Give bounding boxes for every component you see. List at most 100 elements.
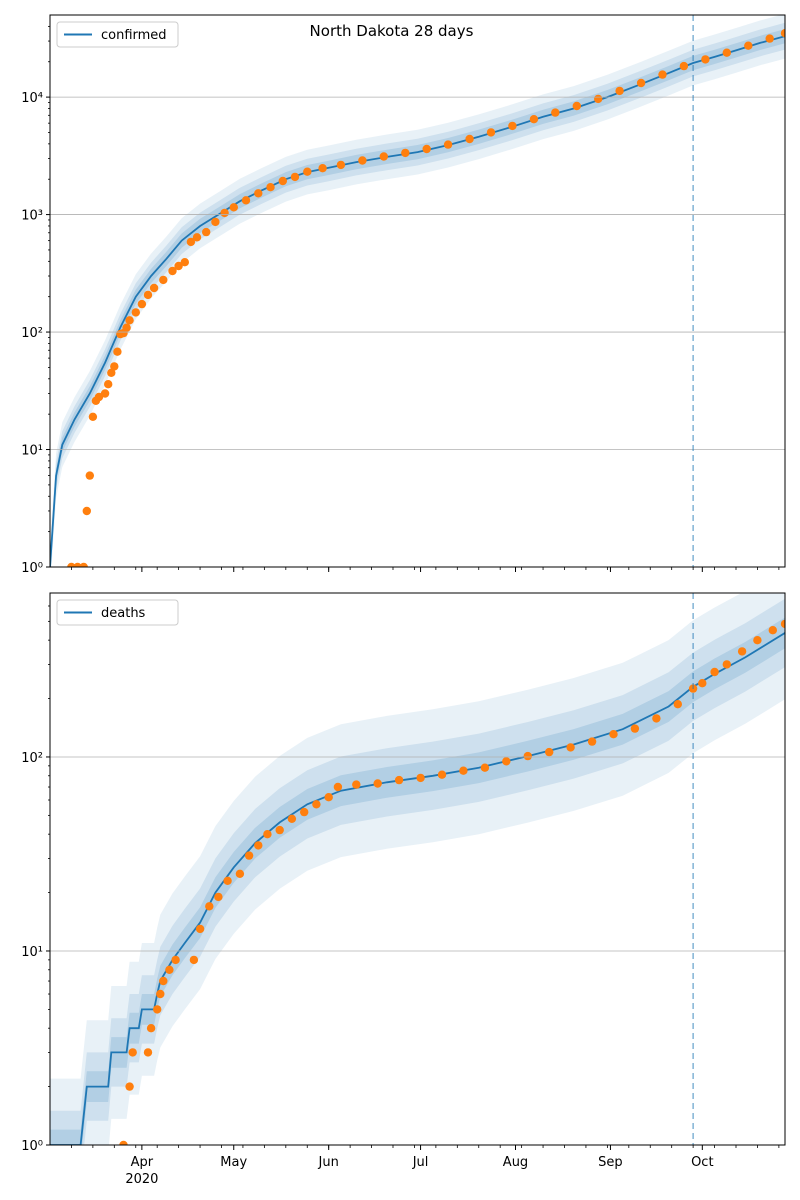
uncertainty-band bbox=[50, 598, 785, 1145]
observed-point bbox=[673, 700, 682, 709]
uncertainty-band bbox=[50, 617, 785, 1145]
observed-point bbox=[373, 779, 382, 788]
observed-point bbox=[211, 217, 220, 227]
observed-point bbox=[416, 773, 425, 783]
y-tick-label: 10⁰ bbox=[21, 561, 43, 576]
observed-point bbox=[300, 807, 309, 817]
observed-point bbox=[186, 237, 196, 247]
observed-point bbox=[303, 167, 312, 176]
legend: confirmed bbox=[56, 21, 179, 48]
observed-point bbox=[125, 316, 134, 325]
observed-point bbox=[658, 70, 667, 79]
observed-point bbox=[82, 506, 92, 516]
observed-point bbox=[594, 94, 603, 104]
confirmed-line bbox=[50, 35, 785, 567]
legend-label: confirmed bbox=[101, 28, 167, 43]
observed-point bbox=[401, 148, 410, 158]
observed-point bbox=[437, 770, 447, 779]
observed-point bbox=[698, 679, 707, 688]
plot-area bbox=[50, 15, 785, 567]
axes-frame bbox=[49, 14, 786, 568]
x-tick-label: Oct bbox=[691, 1155, 713, 1170]
observed-point bbox=[195, 924, 205, 934]
observed-point bbox=[275, 825, 284, 835]
observed-point bbox=[737, 647, 747, 656]
observed-point bbox=[79, 562, 88, 567]
observed-point bbox=[214, 892, 223, 902]
observed-point bbox=[165, 965, 174, 974]
y-tick-label: 10² bbox=[21, 326, 43, 341]
observed-point bbox=[235, 869, 245, 878]
observed-point bbox=[443, 140, 453, 149]
observed-point bbox=[722, 48, 731, 57]
confirmed-panel: 10⁰ 10¹ 10² 10³ 10⁴ North Dakota 28 days confi… bbox=[21, 14, 786, 576]
observed-point bbox=[159, 976, 168, 986]
observed-point bbox=[244, 851, 254, 860]
observed-point bbox=[722, 660, 731, 669]
uncertainty-band bbox=[50, 22, 785, 567]
observed-point bbox=[266, 183, 275, 192]
observed-point bbox=[379, 152, 388, 161]
observed-point bbox=[104, 380, 113, 389]
observed-point bbox=[263, 830, 272, 839]
observed-point bbox=[523, 751, 532, 761]
observed-point bbox=[202, 227, 211, 237]
x-tick-label: Jul bbox=[412, 1155, 429, 1170]
observed-point bbox=[241, 196, 251, 205]
observed-point bbox=[312, 800, 321, 809]
observed-point bbox=[572, 101, 581, 111]
observed-point bbox=[336, 160, 346, 170]
observed-point bbox=[278, 176, 287, 186]
observed-point bbox=[110, 362, 119, 371]
observed-point bbox=[205, 902, 214, 911]
observed-point bbox=[149, 283, 159, 293]
y-tick-label: 10⁴ bbox=[21, 91, 43, 106]
legend-box bbox=[56, 21, 179, 48]
observed-point bbox=[290, 172, 300, 182]
observed-point bbox=[768, 626, 777, 635]
observed-point bbox=[125, 1082, 134, 1091]
observed-point bbox=[153, 1005, 162, 1014]
y-tick-label: 10² bbox=[21, 751, 43, 766]
observed-point bbox=[636, 78, 646, 88]
uncertainty-band bbox=[50, 15, 785, 567]
observed-point bbox=[394, 775, 404, 785]
observed-point bbox=[143, 290, 153, 300]
observed-point bbox=[765, 34, 774, 43]
observed-point bbox=[508, 121, 517, 131]
observed-point bbox=[146, 1023, 156, 1033]
observed-point bbox=[459, 766, 468, 775]
observed-point bbox=[119, 1140, 128, 1145]
y-tick-label: 10³ bbox=[21, 209, 43, 224]
observed-point bbox=[679, 61, 689, 71]
observed-point bbox=[545, 747, 554, 757]
observed-point bbox=[551, 108, 560, 117]
x-tick-label: Jun bbox=[318, 1155, 339, 1170]
observed-point bbox=[358, 156, 367, 165]
observed-point bbox=[615, 86, 624, 96]
observed-point bbox=[94, 392, 104, 402]
observed-point bbox=[422, 144, 431, 154]
observed-point bbox=[566, 743, 575, 752]
observed-point bbox=[107, 368, 116, 377]
observed-point bbox=[502, 757, 511, 766]
observed-point bbox=[168, 266, 177, 276]
observed-point bbox=[529, 115, 539, 124]
observed-point bbox=[171, 955, 180, 965]
observed-point bbox=[587, 737, 597, 746]
observed-point bbox=[113, 347, 122, 356]
axes-frame bbox=[49, 592, 786, 1146]
observed-point bbox=[137, 299, 147, 309]
observed-point bbox=[143, 1048, 153, 1057]
observed-point bbox=[630, 724, 640, 733]
observed-point bbox=[710, 667, 719, 677]
x-tick-label: Apr bbox=[131, 1155, 154, 1170]
observed-point bbox=[465, 134, 474, 144]
observed-point bbox=[100, 389, 110, 398]
observed-point bbox=[229, 203, 238, 212]
uncertainty-band bbox=[50, 593, 785, 1145]
observed-point bbox=[220, 208, 229, 218]
observed-point bbox=[85, 471, 95, 480]
observed-point bbox=[156, 989, 165, 999]
